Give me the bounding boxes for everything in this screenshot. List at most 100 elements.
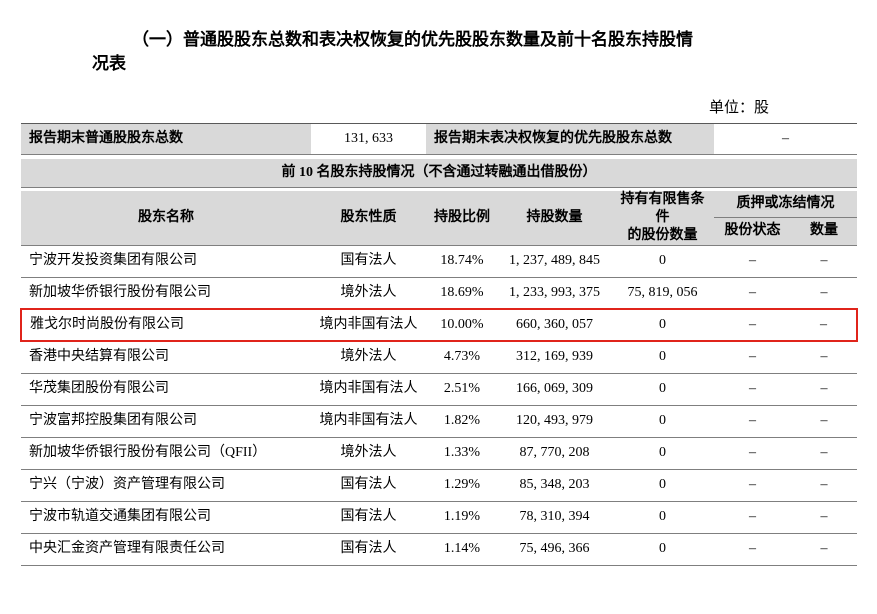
cell-shares: 120, 493, 979	[498, 405, 611, 438]
cell-ratio: 18.74%	[426, 245, 498, 278]
col-header-pledge-group: 质押或冻结情况	[714, 190, 857, 219]
summary-row: 报告期末普通股股东总数 131, 633 报告期末表决权恢复的优先股股东总数 –	[21, 123, 857, 155]
cell-qty: –	[791, 501, 857, 534]
cell-name: 宁波开发投资集团有限公司	[21, 245, 311, 278]
cell-nature: 境外法人	[311, 277, 426, 310]
preferred-holders-label: 报告期末表决权恢复的优先股股东总数	[426, 123, 714, 155]
table-row: 宁波市轨道交通集团有限公司 国有法人 1.19% 78, 310, 394 0– –	[21, 501, 857, 534]
cell-ratio: 1.29%	[426, 469, 498, 502]
cell-nature: 境内非国有法人	[311, 405, 426, 438]
cell-status: –	[714, 277, 791, 310]
cell-ratio: 10.00%	[426, 308, 498, 342]
cell-qty: –	[791, 341, 857, 374]
page-title-line2: 况表	[92, 54, 126, 73]
cell-nature: 国有法人	[311, 501, 426, 534]
cell-nature: 境内非国有法人	[311, 373, 426, 406]
table-row: 香港中央结算有限公司 境外法人 4.73% 312, 169, 939 0– –	[21, 341, 857, 374]
cell-qty: –	[791, 245, 857, 278]
cell-shares: 312, 169, 939	[498, 341, 611, 374]
cell-name: 宁波市轨道交通集团有限公司	[21, 501, 311, 534]
common-holders-label: 报告期末普通股股东总数	[21, 123, 311, 155]
col-header-restricted-line1: 持有有限售条件	[620, 191, 705, 225]
cell-restricted: 0	[611, 373, 714, 406]
cell-restricted: 75, 819, 056	[611, 277, 714, 310]
page-title-line1: （一）普通股股东总数和表决权恢复的优先股股东数量及前十名股东持股情	[132, 30, 693, 49]
top10-section-header: 前 10 名股东持股情况（不含通过转融通出借股份）	[21, 158, 857, 188]
column-header-row: 股东名称 股东性质 持股比例 持股数量 持有有限售条件 的股份数量 质押或冻结情…	[21, 190, 857, 246]
col-header-shares: 持股数量	[498, 190, 611, 246]
top10-section-header-row: 前 10 名股东持股情况（不含通过转融通出借股份）	[21, 158, 857, 188]
cell-name: 新加坡华侨银行股份有限公司	[21, 277, 311, 310]
table-row: 新加坡华侨银行股份有限公司（QFII） 境外法人 1.33% 87, 770, 208…	[21, 437, 857, 470]
cell-qty: –	[791, 277, 857, 310]
cell-name: 中央汇金资产管理有限责任公司	[21, 533, 311, 566]
cell-restricted: 0	[611, 341, 714, 374]
table-row: 宁兴（宁波）资产管理有限公司 国有法人 1.29% 85, 348, 203 0– –	[21, 469, 857, 502]
cell-restricted: 0	[611, 308, 714, 342]
cell-ratio: 4.73%	[426, 341, 498, 374]
cell-qty: –	[791, 373, 857, 406]
cell-shares: 75, 496, 366	[498, 533, 611, 566]
cell-qty: –	[791, 437, 857, 470]
cell-status: –	[714, 245, 791, 278]
page-title: （一）普通股股东总数和表决权恢复的优先股股东数量及前十名股东持股情 况表	[92, 28, 847, 76]
cell-qty: –	[791, 533, 857, 566]
cell-shares: 87, 770, 208	[498, 437, 611, 470]
cell-name: 华茂集团股份有限公司	[21, 373, 311, 406]
cell-name: 雅戈尔时尚股份有限公司	[20, 308, 311, 342]
table-row: 华茂集团股份有限公司 境内非国有法人 2.51% 166, 069, 309 0– –	[21, 373, 857, 406]
cell-nature: 国有法人	[311, 533, 426, 566]
cell-restricted: 0	[611, 245, 714, 278]
cell-status: –	[714, 373, 791, 406]
cell-status: –	[714, 405, 791, 438]
cell-name: 宁波富邦控股集团有限公司	[21, 405, 311, 438]
cell-nature: 境内非国有法人	[311, 308, 426, 342]
cell-qty: –	[791, 469, 857, 502]
cell-restricted: 0	[611, 405, 714, 438]
cell-status: –	[714, 469, 791, 502]
col-header-nature: 股东性质	[311, 190, 426, 246]
cell-qty: –	[791, 405, 857, 438]
col-header-ratio: 持股比例	[426, 190, 498, 246]
column-subheader-row: 股份状态 数量	[21, 217, 857, 246]
unit-label: 单位：股	[708, 100, 769, 116]
col-header-restricted: 持有有限售条件 的股份数量	[611, 190, 714, 246]
cell-shares: 1, 237, 489, 845	[498, 245, 611, 278]
row-gap	[21, 187, 857, 191]
preferred-holders-value: –	[714, 123, 857, 155]
summary-section: 报告期末普通股股东总数 131, 633 报告期末表决权恢复的优先股股东总数 –…	[21, 123, 857, 246]
cell-shares: 78, 310, 394	[498, 501, 611, 534]
cell-ratio: 2.51%	[426, 373, 498, 406]
cell-restricted: 0	[611, 437, 714, 470]
table-row: 雅戈尔时尚股份有限公司 境内非国有法人 10.00% 660, 360, 057 0– –	[20, 308, 858, 342]
cell-ratio: 18.69%	[426, 277, 498, 310]
cell-nature: 境外法人	[311, 341, 426, 374]
cell-status: –	[714, 533, 791, 566]
cell-nature: 国有法人	[311, 469, 426, 502]
col-header-pledge-qty: 数量	[791, 217, 857, 246]
cell-name: 宁兴（宁波）资产管理有限公司	[21, 469, 311, 502]
cell-qty: –	[791, 308, 858, 342]
cell-restricted: 0	[611, 469, 714, 502]
col-header-pledge-status: 股份状态	[714, 217, 791, 246]
cell-status: –	[714, 341, 791, 374]
col-header-name: 股东名称	[21, 190, 311, 246]
cell-restricted: 0	[611, 533, 714, 566]
cell-status: –	[714, 501, 791, 534]
cell-status: –	[714, 437, 791, 470]
table-row: 宁波富邦控股集团有限公司 境内非国有法人 1.82% 120, 493, 979 0– –	[21, 405, 857, 438]
cell-ratio: 1.19%	[426, 501, 498, 534]
cell-restricted: 0	[611, 501, 714, 534]
row-gap	[21, 154, 857, 159]
cell-ratio: 1.33%	[426, 437, 498, 470]
common-holders-value: 131, 633	[311, 123, 426, 155]
cell-shares: 166, 069, 309	[498, 373, 611, 406]
cell-status: –	[714, 308, 791, 342]
cell-name: 香港中央结算有限公司	[21, 341, 311, 374]
top10-body: 宁波开发投资集团有限公司 国有法人 18.74% 1, 237, 489, 845 0–…	[20, 245, 858, 566]
shareholders-table: 报告期末普通股股东总数 131, 633 报告期末表决权恢复的优先股股东总数 –…	[20, 123, 858, 566]
cell-name: 新加坡华侨银行股份有限公司（QFII）	[21, 437, 311, 470]
cell-ratio: 1.82%	[426, 405, 498, 438]
cell-shares: 1, 233, 993, 375	[498, 277, 611, 310]
cell-nature: 境外法人	[311, 437, 426, 470]
